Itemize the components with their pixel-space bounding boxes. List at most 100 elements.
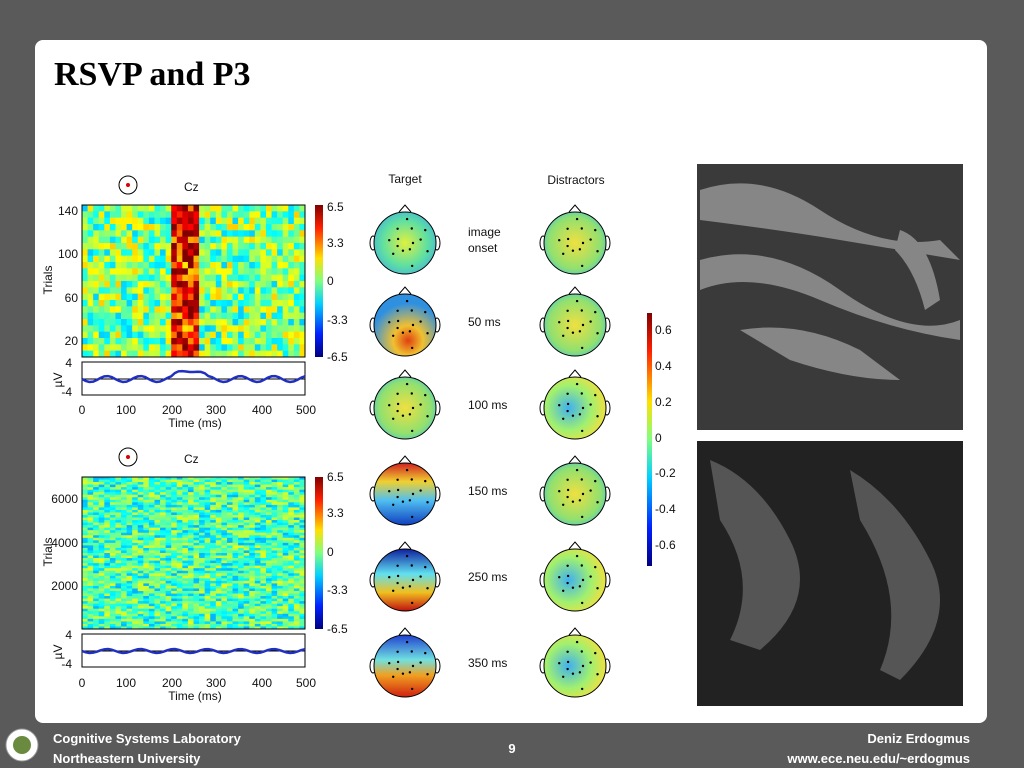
heatmap-cell [121, 479, 128, 483]
heatmap-cell [238, 578, 245, 582]
heatmap-cell [182, 580, 189, 584]
heatmap-cell [165, 527, 172, 531]
heatmap-cell [104, 601, 111, 605]
heatmap-cell [93, 489, 100, 493]
heatmap-cell [299, 520, 306, 524]
heatmap-cell [109, 626, 116, 630]
heatmap-cell [265, 350, 273, 358]
heatmap-cell [165, 578, 172, 582]
heatmap-cell [226, 530, 234, 534]
heatmap-cell [160, 293, 167, 301]
heatmap-cell [221, 274, 228, 282]
electrode [575, 640, 579, 644]
heatmap-cell [260, 262, 267, 269]
heatmap-cell [277, 492, 284, 496]
heatmap-cell [132, 593, 139, 597]
heatmap-cell [199, 509, 206, 513]
heatmap-cell [137, 578, 144, 582]
heatmap-cell [126, 502, 133, 506]
heatmap-cell [93, 623, 100, 627]
heatmap-cell [165, 522, 172, 526]
heatmap-cell [193, 522, 200, 526]
heatmap-cell [210, 616, 217, 620]
heatmap-cell [238, 618, 245, 622]
heatmap-cell [115, 520, 122, 524]
heatmap-cell [171, 580, 178, 584]
heatmap-cell [249, 211, 256, 219]
heatmap-cell [277, 606, 284, 610]
heatmap-cell [93, 517, 100, 521]
heatmap-cell [249, 507, 256, 511]
heatmap-cell [288, 603, 295, 607]
heatmap-cell [132, 623, 139, 627]
heatmap-cell [277, 482, 284, 486]
heatmap-cell [293, 499, 300, 503]
heatmap-cell [137, 525, 144, 529]
heatmap-cell [176, 319, 183, 326]
heatmap-cell [182, 224, 189, 231]
heatmap-cell [182, 502, 189, 506]
heatmap-cell [254, 515, 261, 519]
electrode [396, 564, 399, 567]
heatmap-cell [93, 507, 100, 511]
heatmap-cell [104, 509, 111, 513]
electrode [562, 334, 565, 338]
heatmap-cell [109, 230, 116, 238]
electrode [589, 238, 592, 241]
heatmap-cell [165, 626, 172, 630]
heatmap-cell [221, 553, 228, 557]
heatmap-cell [260, 563, 267, 567]
heatmap-cell [109, 274, 116, 282]
heatmap-cell [293, 603, 300, 607]
heatmap-cell [109, 601, 116, 605]
heatmap-cell [171, 621, 178, 625]
heatmap-cell [137, 504, 144, 508]
heatmap-cell [193, 517, 200, 521]
heatmap-cell [282, 575, 289, 579]
heatmap-cell [176, 325, 183, 333]
heatmap-cell [93, 479, 100, 483]
heatmap-cell [182, 205, 189, 212]
heatmap-cell [93, 331, 100, 339]
heatmap-cell [182, 527, 189, 531]
heatmap-cell [171, 287, 178, 295]
heatmap-cell [254, 606, 261, 610]
heatmap-cell [165, 492, 172, 496]
heatmap-cell [160, 530, 167, 534]
electrode [581, 578, 585, 582]
electrode [566, 574, 570, 578]
heatmap-cell [109, 293, 116, 301]
heatmap-cell [260, 535, 267, 539]
heatmap-cell [277, 560, 284, 564]
heatmap-cell [238, 479, 245, 483]
heatmap-cell [148, 211, 155, 219]
heatmap-cell [210, 547, 217, 551]
heatmap-cell [187, 596, 194, 600]
heatmap-cell [137, 540, 144, 544]
heatmap-cell [126, 626, 133, 630]
heatmap-cell [277, 598, 284, 602]
heatmap-cell [265, 530, 273, 534]
heatmap-cell [221, 515, 228, 519]
heatmap-cell [215, 618, 222, 622]
heatmap-cell [249, 563, 256, 567]
row-label: 100 ms [468, 398, 507, 412]
heatmap-cell [143, 560, 150, 564]
heatmap-cell [282, 262, 289, 269]
heatmap-cell [143, 623, 150, 627]
heatmap-cell [243, 489, 250, 493]
heatmap-cell [93, 293, 100, 301]
heatmap-cell [288, 217, 295, 225]
heatmap-cell [199, 575, 206, 579]
heatmap-cell [215, 532, 222, 536]
heatmap-cell [277, 249, 284, 257]
heatmap-cell [93, 211, 100, 219]
heatmap-cell [109, 512, 116, 516]
heatmap-cell [221, 596, 228, 600]
heatmap-cell [193, 527, 200, 531]
heatmap-cell [143, 535, 150, 539]
heatmap-cell [265, 585, 273, 589]
heatmap-cell [104, 205, 111, 212]
heatmap-cell [254, 325, 261, 333]
y-tick-label: 20 [65, 334, 79, 348]
